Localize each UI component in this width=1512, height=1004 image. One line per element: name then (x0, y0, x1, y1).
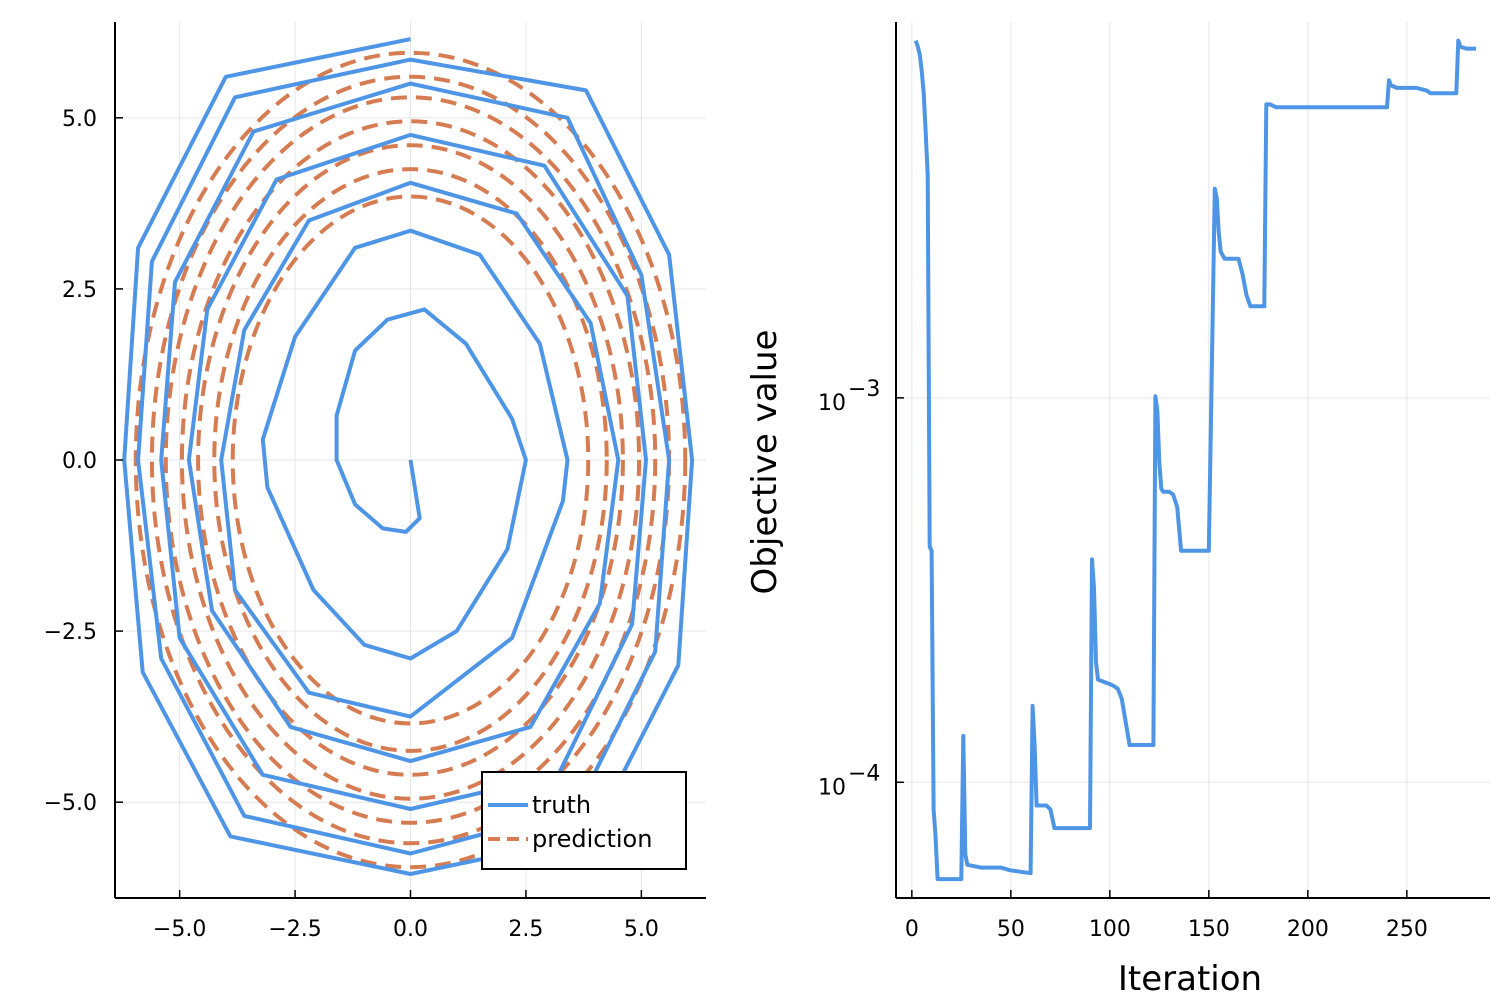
x-tick-label: 150 (1188, 917, 1230, 942)
y-axis-title: Objective value (745, 330, 785, 595)
legend-label-truth: truth (532, 791, 591, 819)
y-tick-label: −5.0 (44, 791, 97, 816)
prediction-line (163, 95, 658, 825)
x-tick-label: 250 (1386, 917, 1428, 942)
y-tick-label: 0.0 (62, 449, 97, 474)
objective-axes (895, 22, 1490, 899)
y-tick-label: 5.0 (62, 107, 97, 132)
x-tick-label: 200 (1287, 917, 1329, 942)
spiral-chart: −5.0 −2.5 0.0 2.5 5.0 −5.0 −2.5 0.0 2.5 5.0 truth… (44, 22, 706, 942)
prediction-line (133, 50, 688, 870)
y-tick-label: 10 (818, 775, 846, 800)
prediction-line (196, 143, 625, 777)
prediction-line (230, 194, 591, 726)
spiral-tick-labels: −5.0 −2.5 0.0 2.5 5.0 −5.0 −2.5 0.0 2.5 5.0 (44, 107, 659, 942)
spiral-axes (114, 22, 706, 899)
legend-box (481, 771, 687, 870)
objective-gridlines (896, 22, 1490, 898)
objective-line (913, 38, 1477, 882)
y-tick-label: −2.5 (44, 620, 97, 645)
x-tick-label: 5.0 (624, 917, 659, 942)
legend-label-prediction: prediction (532, 825, 652, 853)
prediction-line (179, 119, 642, 801)
x-tick-label: 50 (997, 917, 1025, 942)
x-tick-label: −5.0 (153, 917, 206, 942)
objective-series (913, 38, 1477, 882)
y-tick-label: 10 (818, 391, 846, 416)
x-axis-title: Iteration (1118, 959, 1262, 999)
y-tick-exponent: −3 (848, 377, 880, 402)
x-tick-label: −2.5 (268, 917, 321, 942)
legend: truth prediction (481, 771, 687, 870)
x-tick-label: 0 (905, 917, 919, 942)
truth-line (122, 37, 695, 876)
y-tick-exponent: −4 (848, 761, 880, 786)
x-tick-label: 2.5 (508, 917, 543, 942)
x-tick-label: 0.0 (393, 917, 428, 942)
x-tick-label: 100 (1089, 917, 1131, 942)
prediction-line (212, 167, 609, 753)
spiral-series (122, 37, 695, 876)
y-tick-label: 2.5 (62, 278, 97, 303)
